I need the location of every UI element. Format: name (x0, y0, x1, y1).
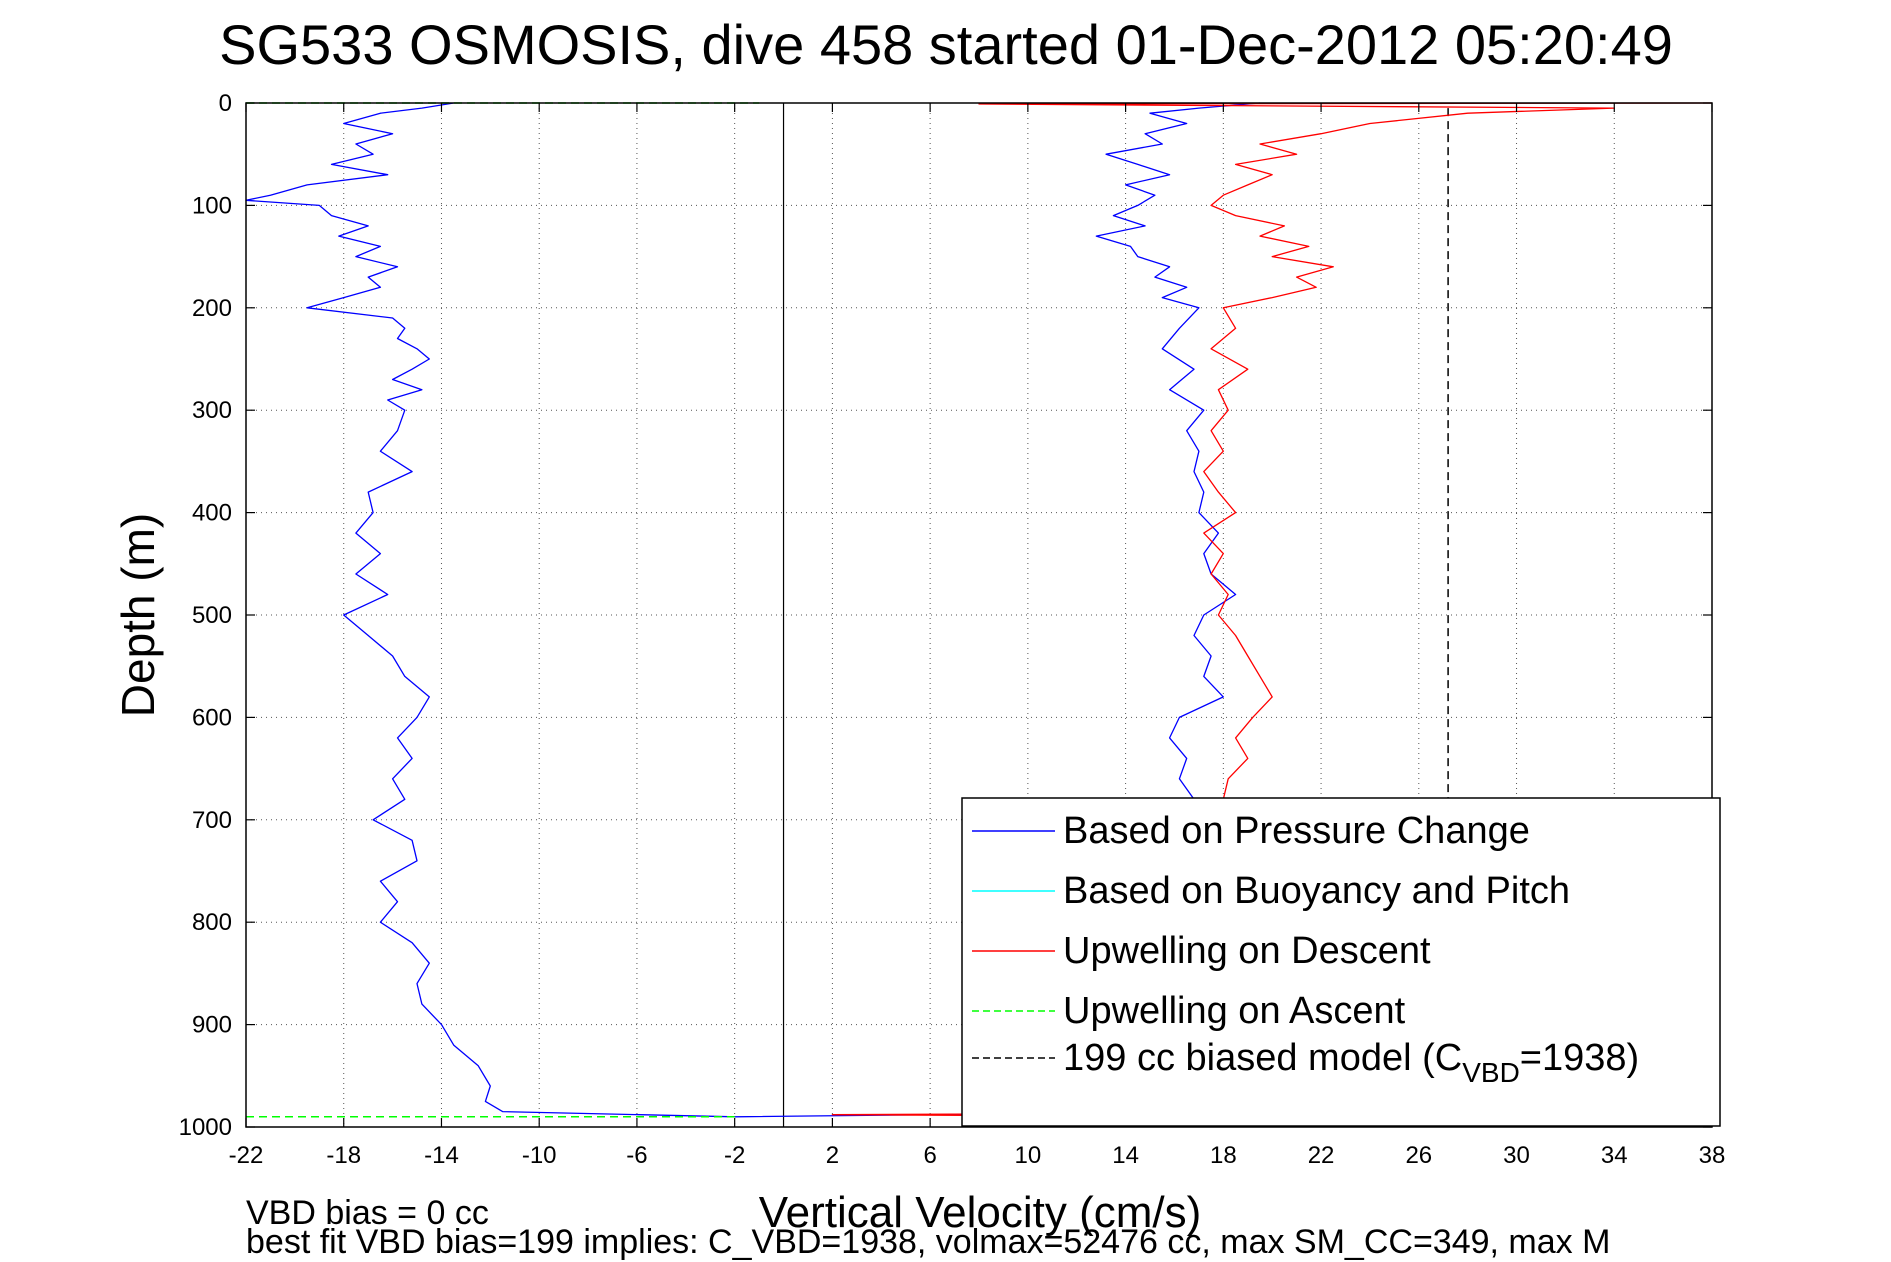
legend-label-text: Based on Pressure Change (1063, 810, 1530, 852)
legend-label-subscript: VBD (1462, 1057, 1520, 1088)
y-axis-label: Depth (m) (112, 513, 164, 717)
x-tick-label: 30 (1503, 1142, 1530, 1169)
y-tick-label: 900 (192, 1012, 232, 1039)
legend-label-text: Upwelling on Descent (1063, 930, 1431, 972)
x-tick-label: 26 (1405, 1142, 1432, 1169)
legend-label: Upwelling on Ascent (1063, 990, 1406, 1032)
x-tick-label: -10 (522, 1142, 557, 1169)
x-tick-label: 38 (1699, 1142, 1726, 1169)
legend-label: Upwelling on Descent (1063, 930, 1431, 972)
x-tick-label: -14 (424, 1142, 459, 1169)
x-tick-label: -18 (326, 1142, 361, 1169)
x-tick-label: 2 (826, 1142, 839, 1169)
x-axis-label: Vertical Velocity (cm/s) (759, 1188, 1202, 1237)
y-tick-label: 100 (192, 192, 232, 219)
x-tick-label: 22 (1308, 1142, 1335, 1169)
x-tick-label: 14 (1112, 1142, 1139, 1169)
y-tick-label: 400 (192, 500, 232, 527)
legend-label: Based on Buoyancy and Pitch (1063, 870, 1570, 912)
chart-title: SG533 OSMOSIS, dive 458 started 01-Dec-2… (219, 13, 1673, 76)
legend-label-text: Based on Buoyancy and Pitch (1063, 870, 1570, 912)
footer-vbd-bias: VBD bias = 0 cc (246, 1194, 489, 1232)
legend-label-suffix: =1938) (1520, 1037, 1639, 1079)
y-tick-label: 0 (219, 90, 232, 117)
y-tick-label: 800 (192, 909, 232, 936)
legend-box (961, 797, 1721, 1127)
x-tick-labels: -22 -18 -14 -10 -6 -2 2 6 10 14 18 22 26 30 34 38 (229, 1142, 1726, 1169)
y-tick-labels: 0 100 200 300 400 500 600 700 800 900 1000 (179, 90, 232, 1141)
y-tick-label: 500 (192, 602, 232, 629)
y-tick-label: 1000 (179, 1114, 232, 1141)
legend: Based on Pressure Change Based on Buoyanc… (961, 797, 1721, 1127)
y-tick-label: 200 (192, 295, 232, 322)
grid (246, 103, 1712, 1127)
footer-best-fit: best fit VBD bias=199 implies: C_VBD=193… (246, 1223, 1611, 1261)
x-tick-label: -22 (229, 1142, 264, 1169)
x-tick-label: 6 (923, 1142, 936, 1169)
x-tick-label: 10 (1015, 1142, 1042, 1169)
legend-label-text: Upwelling on Ascent (1063, 990, 1406, 1032)
legend-label-text: 199 cc biased model (C (1063, 1037, 1462, 1079)
x-tick-label: -6 (626, 1142, 647, 1169)
series-line-upwelling-on-descent (978, 102, 1713, 800)
legend-label: 199 cc biased model (CVBD=1938) (1063, 1037, 1639, 1088)
y-tick-label: 300 (192, 397, 232, 424)
series-line-based-on-pressure-change (245, 102, 735, 1118)
x-tick-label: 34 (1601, 1142, 1628, 1169)
legend-label: Based on Pressure Change (1063, 810, 1530, 852)
x-tick-label: -2 (724, 1142, 745, 1169)
y-tick-label: 600 (192, 704, 232, 731)
series-line-based-on-pressure-change (1095, 102, 1261, 800)
y-tick-label: 700 (192, 807, 232, 834)
x-tick-label: 18 (1210, 1142, 1237, 1169)
